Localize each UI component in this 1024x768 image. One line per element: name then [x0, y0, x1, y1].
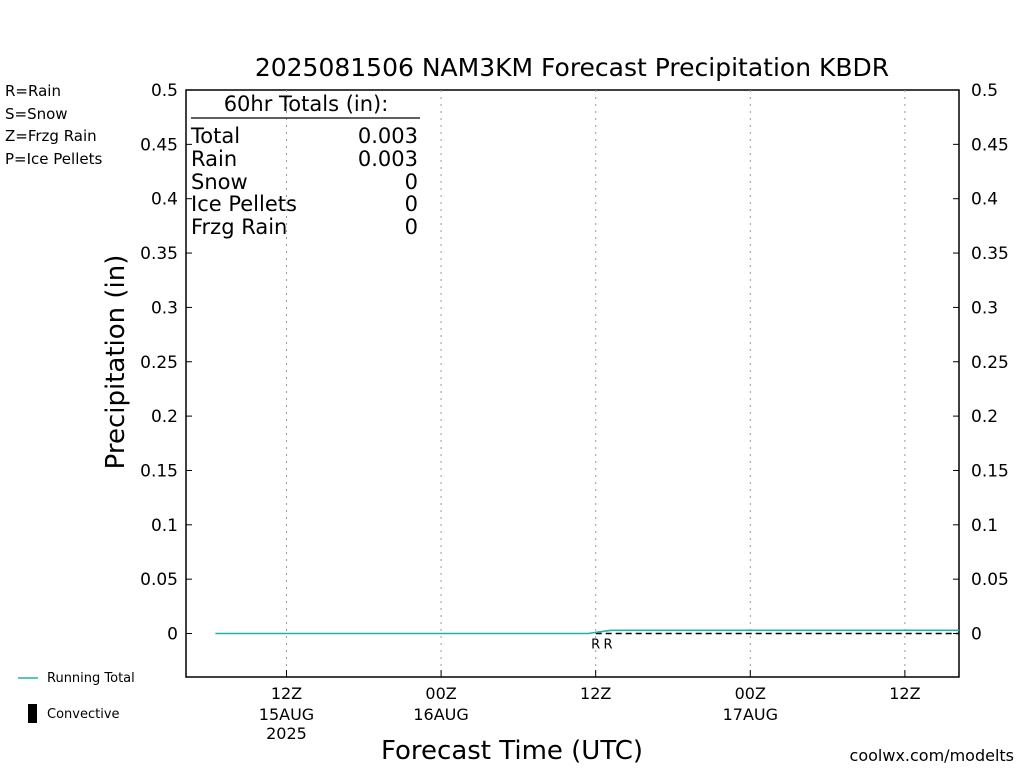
vertical-gridlines: [285, 90, 906, 677]
x-tick-label: 12Z: [580, 684, 611, 703]
legend-frzg-rain: Z=Frzg Rain: [5, 127, 97, 145]
series-line-running-total: [215, 629, 959, 635]
x-tick-year-label: 2025: [266, 724, 307, 743]
x-tick-date-label: 15AUG: [259, 705, 314, 724]
legend-snow: S=Snow: [5, 105, 68, 123]
y-tick-label-right: 0.1: [971, 516, 998, 536]
totals-label-frzg-rain: Frzg Rain: [191, 215, 287, 239]
y-tick-label-right: 0.25: [971, 353, 1009, 373]
y-axis-right: 0 0.05 0.1 0.15 0.2 0.25 0.3 0.35 0.4 0.45 0.5: [953, 81, 1009, 645]
totals-value-snow: 0: [405, 170, 418, 194]
y-tick-label-left: 0.4: [151, 190, 178, 210]
legend-ice-pellets: P=Ice Pellets: [5, 150, 102, 168]
y-tick-label-left: 0.3: [151, 298, 178, 318]
x-axis-title: Forecast Time (UTC): [381, 736, 643, 766]
y-axis-left: 0 0.05 0.1 0.15 0.2 0.25 0.3 0.35 0.4 0.45 0.5: [140, 81, 192, 645]
y-tick-label-right: 0.35: [971, 244, 1009, 264]
totals-value-total: 0.003: [358, 124, 418, 148]
legend-running-total: Running Total: [47, 671, 135, 686]
y-tick-label-left: 0.15: [140, 461, 178, 481]
y-tick-label-right: 0.2: [971, 407, 998, 427]
x-tick-label: 00Z: [735, 684, 766, 703]
x-tick-label: 12Z: [271, 684, 302, 703]
precip-type-legend: R=Rain S=Snow Z=Frzg Rain P=Ice Pellets: [5, 82, 102, 168]
y-tick-label-left: 0.05: [140, 570, 178, 590]
precip-type-marker: R: [604, 638, 613, 653]
totals-box: 60hr Totals (in): Total 0.003 Rain 0.003…: [190, 92, 420, 239]
x-tick-label: 00Z: [425, 684, 456, 703]
y-tick-label-right: 0.5: [971, 81, 998, 101]
y-tick-label-right: 0.3: [971, 298, 998, 318]
precip-type-marker: R: [591, 638, 600, 653]
y-tick-label-left: 0.5: [151, 81, 178, 101]
y-tick-label-left: 0.2: [151, 407, 178, 427]
convective-swatch: [28, 704, 37, 723]
chart-title: 2025081506 NAM3KM Forecast Precipitation…: [255, 53, 889, 82]
totals-label-ice-pellets: Ice Pellets: [191, 192, 297, 216]
y-tick-label-right: 0.05: [971, 570, 1009, 590]
plot-frame: [185, 89, 960, 678]
legend-rain: R=Rain: [5, 82, 61, 100]
x-tick-date-label: 16AUG: [413, 705, 468, 724]
totals-value-rain: 0.003: [358, 147, 418, 171]
y-axis-title: Precipitation (in): [101, 255, 131, 470]
totals-label-snow: Snow: [191, 170, 248, 194]
y-tick-label-left: 0.25: [140, 353, 178, 373]
legend-convective: Convective: [47, 707, 120, 722]
y-tick-label-right: 0.45: [971, 135, 1009, 155]
y-tick-label-left: 0: [167, 625, 178, 645]
y-tick-label-right: 0.15: [971, 461, 1009, 481]
x-tick-date-label: 17AUG: [723, 705, 778, 724]
y-tick-label-left: 0.1: [151, 516, 178, 536]
totals-value-frzg-rain: 0: [405, 215, 418, 239]
y-tick-label-left: 0.45: [140, 135, 178, 155]
credit-link[interactable]: coolwx.com/modelts: [850, 746, 1014, 765]
series-legend: Running Total Convective: [18, 671, 135, 723]
totals-heading: 60hr Totals (in):: [224, 92, 389, 116]
x-tick-label: 12Z: [889, 684, 920, 703]
totals-label-total: Total: [190, 124, 240, 148]
series-group: [215, 629, 959, 635]
y-tick-label-right: 0: [971, 625, 982, 645]
y-tick-label-left: 0.35: [140, 244, 178, 264]
totals-label-rain: Rain: [191, 147, 237, 171]
totals-value-ice-pellets: 0: [405, 192, 418, 216]
y-tick-label-right: 0.4: [971, 190, 998, 210]
